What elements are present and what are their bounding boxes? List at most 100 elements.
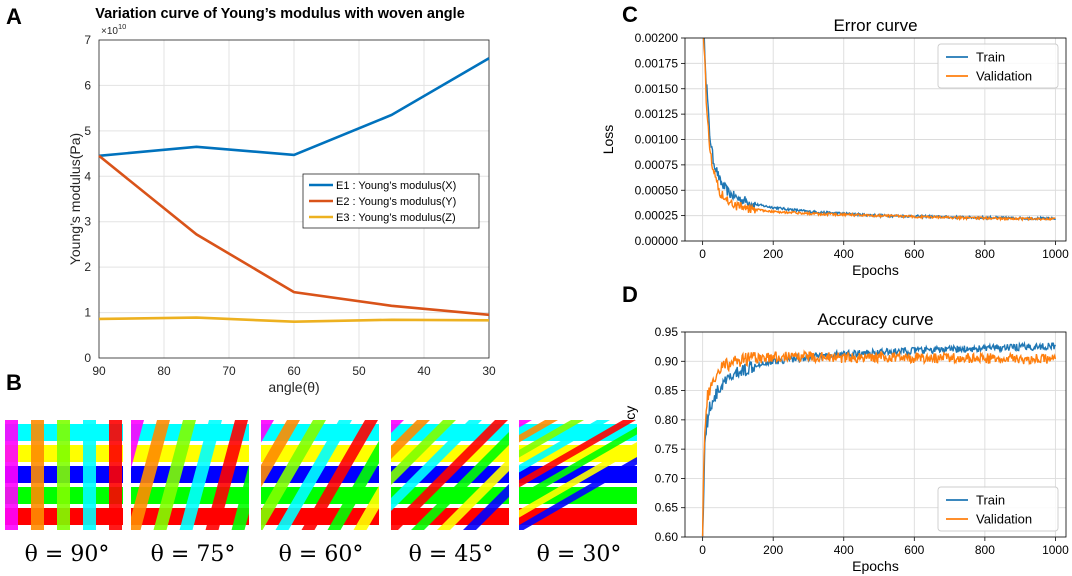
y-tick-label: 4 bbox=[84, 169, 91, 183]
y-tick-label: 0.80 bbox=[655, 413, 679, 427]
x-tick-label: 1000 bbox=[1042, 247, 1069, 261]
y-tick-label: 0.75 bbox=[655, 442, 679, 456]
series-line-train bbox=[701, 340, 1057, 537]
y-tick-label: 6 bbox=[84, 78, 91, 92]
legend-label-e3: E3 : Young’s modulus(Z) bbox=[336, 212, 456, 224]
x-tick-label: 400 bbox=[834, 247, 854, 261]
diagonal-strand bbox=[57, 420, 70, 530]
diagonal-strand bbox=[179, 420, 222, 530]
chart-a: 90 80 70 60 50 40 30 0 1 2 3 4 5 6 7 Variation curve of… bbox=[67, 6, 496, 395]
legend-label-e2: E2 : Young’s modulus(Y) bbox=[336, 196, 456, 208]
diagonal-strand bbox=[131, 420, 144, 469]
x-tick-label: 90 bbox=[92, 364, 106, 378]
x-tick-label: 1000 bbox=[1042, 543, 1069, 557]
diagonal-strand bbox=[261, 420, 326, 530]
axes-frame-c bbox=[684, 37, 1067, 242]
diagonal-strand bbox=[131, 420, 170, 530]
chart-d: 0 200 400 600 800 1000 0.60 0.65 0.70 0.75 0.80 0.8… bbox=[622, 310, 1069, 574]
axes-frame-d bbox=[684, 331, 1067, 538]
x-tick-label: 400 bbox=[834, 543, 854, 557]
y-tick-label: 0.00025 bbox=[635, 209, 679, 223]
woven-structure-image bbox=[391, 420, 509, 530]
diagonal-strand bbox=[391, 420, 430, 459]
panel-letter-d: D bbox=[622, 282, 638, 307]
diagonal-strand bbox=[519, 420, 610, 473]
woven-structure-image bbox=[261, 420, 379, 530]
y-tick-label: 0.70 bbox=[655, 471, 679, 485]
diagonal-strand bbox=[519, 420, 558, 443]
y-tick-label: 0.00150 bbox=[635, 82, 679, 96]
diagonal-strand bbox=[205, 420, 248, 530]
y-tick-label: 3 bbox=[84, 215, 91, 229]
x-tick-label: 600 bbox=[904, 247, 924, 261]
diagonal-strand bbox=[519, 420, 636, 488]
y-tick-label: 0.60 bbox=[655, 530, 679, 544]
weave-angle-label: θ = 45° bbox=[408, 542, 494, 567]
legend-label-train: Train bbox=[976, 50, 1005, 65]
diagonal-strand bbox=[109, 420, 122, 530]
x-axis-label-c: Epochs bbox=[852, 262, 899, 278]
diagonal-strand bbox=[437, 458, 509, 530]
diagonal-strand bbox=[463, 484, 509, 530]
series-line-e1 bbox=[98, 57, 490, 158]
chart-title-c: Error curve bbox=[833, 16, 917, 35]
y-tick-label: 0.85 bbox=[655, 384, 679, 398]
x-tick-label: 800 bbox=[975, 247, 995, 261]
y-tick-label: 5 bbox=[84, 124, 91, 138]
diagonal-strand bbox=[519, 456, 637, 530]
panel-letter-a: A bbox=[6, 4, 22, 29]
y-tick-label: 0.65 bbox=[655, 501, 679, 515]
x-tick-label: 600 bbox=[904, 543, 924, 557]
series-line-validation bbox=[701, 349, 1057, 537]
y-tick-label: 0.00175 bbox=[635, 56, 679, 70]
x-tick-label: 0 bbox=[699, 543, 706, 557]
exponent-base: ×10 bbox=[101, 26, 118, 37]
x-tick-label: 30 bbox=[482, 364, 496, 378]
x-axis-label-a: angle(θ) bbox=[268, 379, 319, 395]
diagonal-strand bbox=[519, 420, 584, 458]
diagonal-strand bbox=[391, 420, 508, 530]
diagonal-strand bbox=[301, 420, 378, 530]
y-tick-label: 7 bbox=[84, 33, 91, 47]
y-axis-label-a: Young’s modulus(Pa) bbox=[67, 133, 83, 265]
y-tick-label: 0.00100 bbox=[635, 133, 679, 147]
series-line-e2 bbox=[98, 154, 490, 317]
diagonal-strand bbox=[261, 420, 274, 443]
weave-angle-label: θ = 60° bbox=[278, 542, 364, 567]
diagonal-strand bbox=[391, 420, 404, 433]
woven-structure-svg bbox=[391, 420, 509, 530]
axis-exponent-label: ×1010 bbox=[101, 22, 126, 37]
x-tick-label: 200 bbox=[763, 247, 783, 261]
diagonal-strand bbox=[275, 420, 352, 530]
panel-letter-c: C bbox=[622, 2, 638, 27]
weave-angle-label: θ = 30° bbox=[536, 542, 622, 567]
weave-angle-label: θ = 90° bbox=[24, 542, 110, 567]
x-tick-label: 60 bbox=[287, 364, 301, 378]
chart-title-d: Accuracy curve bbox=[817, 310, 933, 329]
diagonal-strand bbox=[83, 420, 96, 530]
x-tick-label: 800 bbox=[975, 543, 995, 557]
diagonal-strand bbox=[153, 420, 196, 530]
y-tick-label: 1 bbox=[84, 306, 91, 320]
y-tick-label: 2 bbox=[84, 260, 91, 274]
x-axis-label-d: Epochs bbox=[852, 558, 899, 574]
chart-c: 0 200 400 600 800 1000 0.00000 0.00025 0.00050 0.… bbox=[600, 16, 1069, 278]
legend-label-train: Train bbox=[976, 493, 1005, 508]
woven-structure-image bbox=[131, 420, 249, 530]
diagonal-strand bbox=[519, 426, 637, 503]
exponent-power: 10 bbox=[118, 22, 126, 31]
y-tick-label: 0.95 bbox=[655, 325, 679, 339]
y-tick-label: 0.00000 bbox=[635, 234, 679, 248]
x-tick-label: 50 bbox=[352, 364, 366, 378]
y-tick-label: 0.90 bbox=[655, 354, 679, 368]
diagonal-strand bbox=[31, 420, 44, 530]
y-axis-label-c: Loss bbox=[600, 125, 616, 155]
legend-label-validation: Validation bbox=[976, 512, 1032, 527]
weave-angle-label: θ = 75° bbox=[150, 542, 236, 567]
y-tick-label: 0.00050 bbox=[635, 183, 679, 197]
y-tick-label: 0.00125 bbox=[635, 107, 679, 121]
legend-label-validation: Validation bbox=[976, 69, 1032, 84]
diagonal-strand bbox=[261, 420, 300, 488]
legend-label-e1: E1 : Young’s modulus(X) bbox=[336, 180, 456, 192]
